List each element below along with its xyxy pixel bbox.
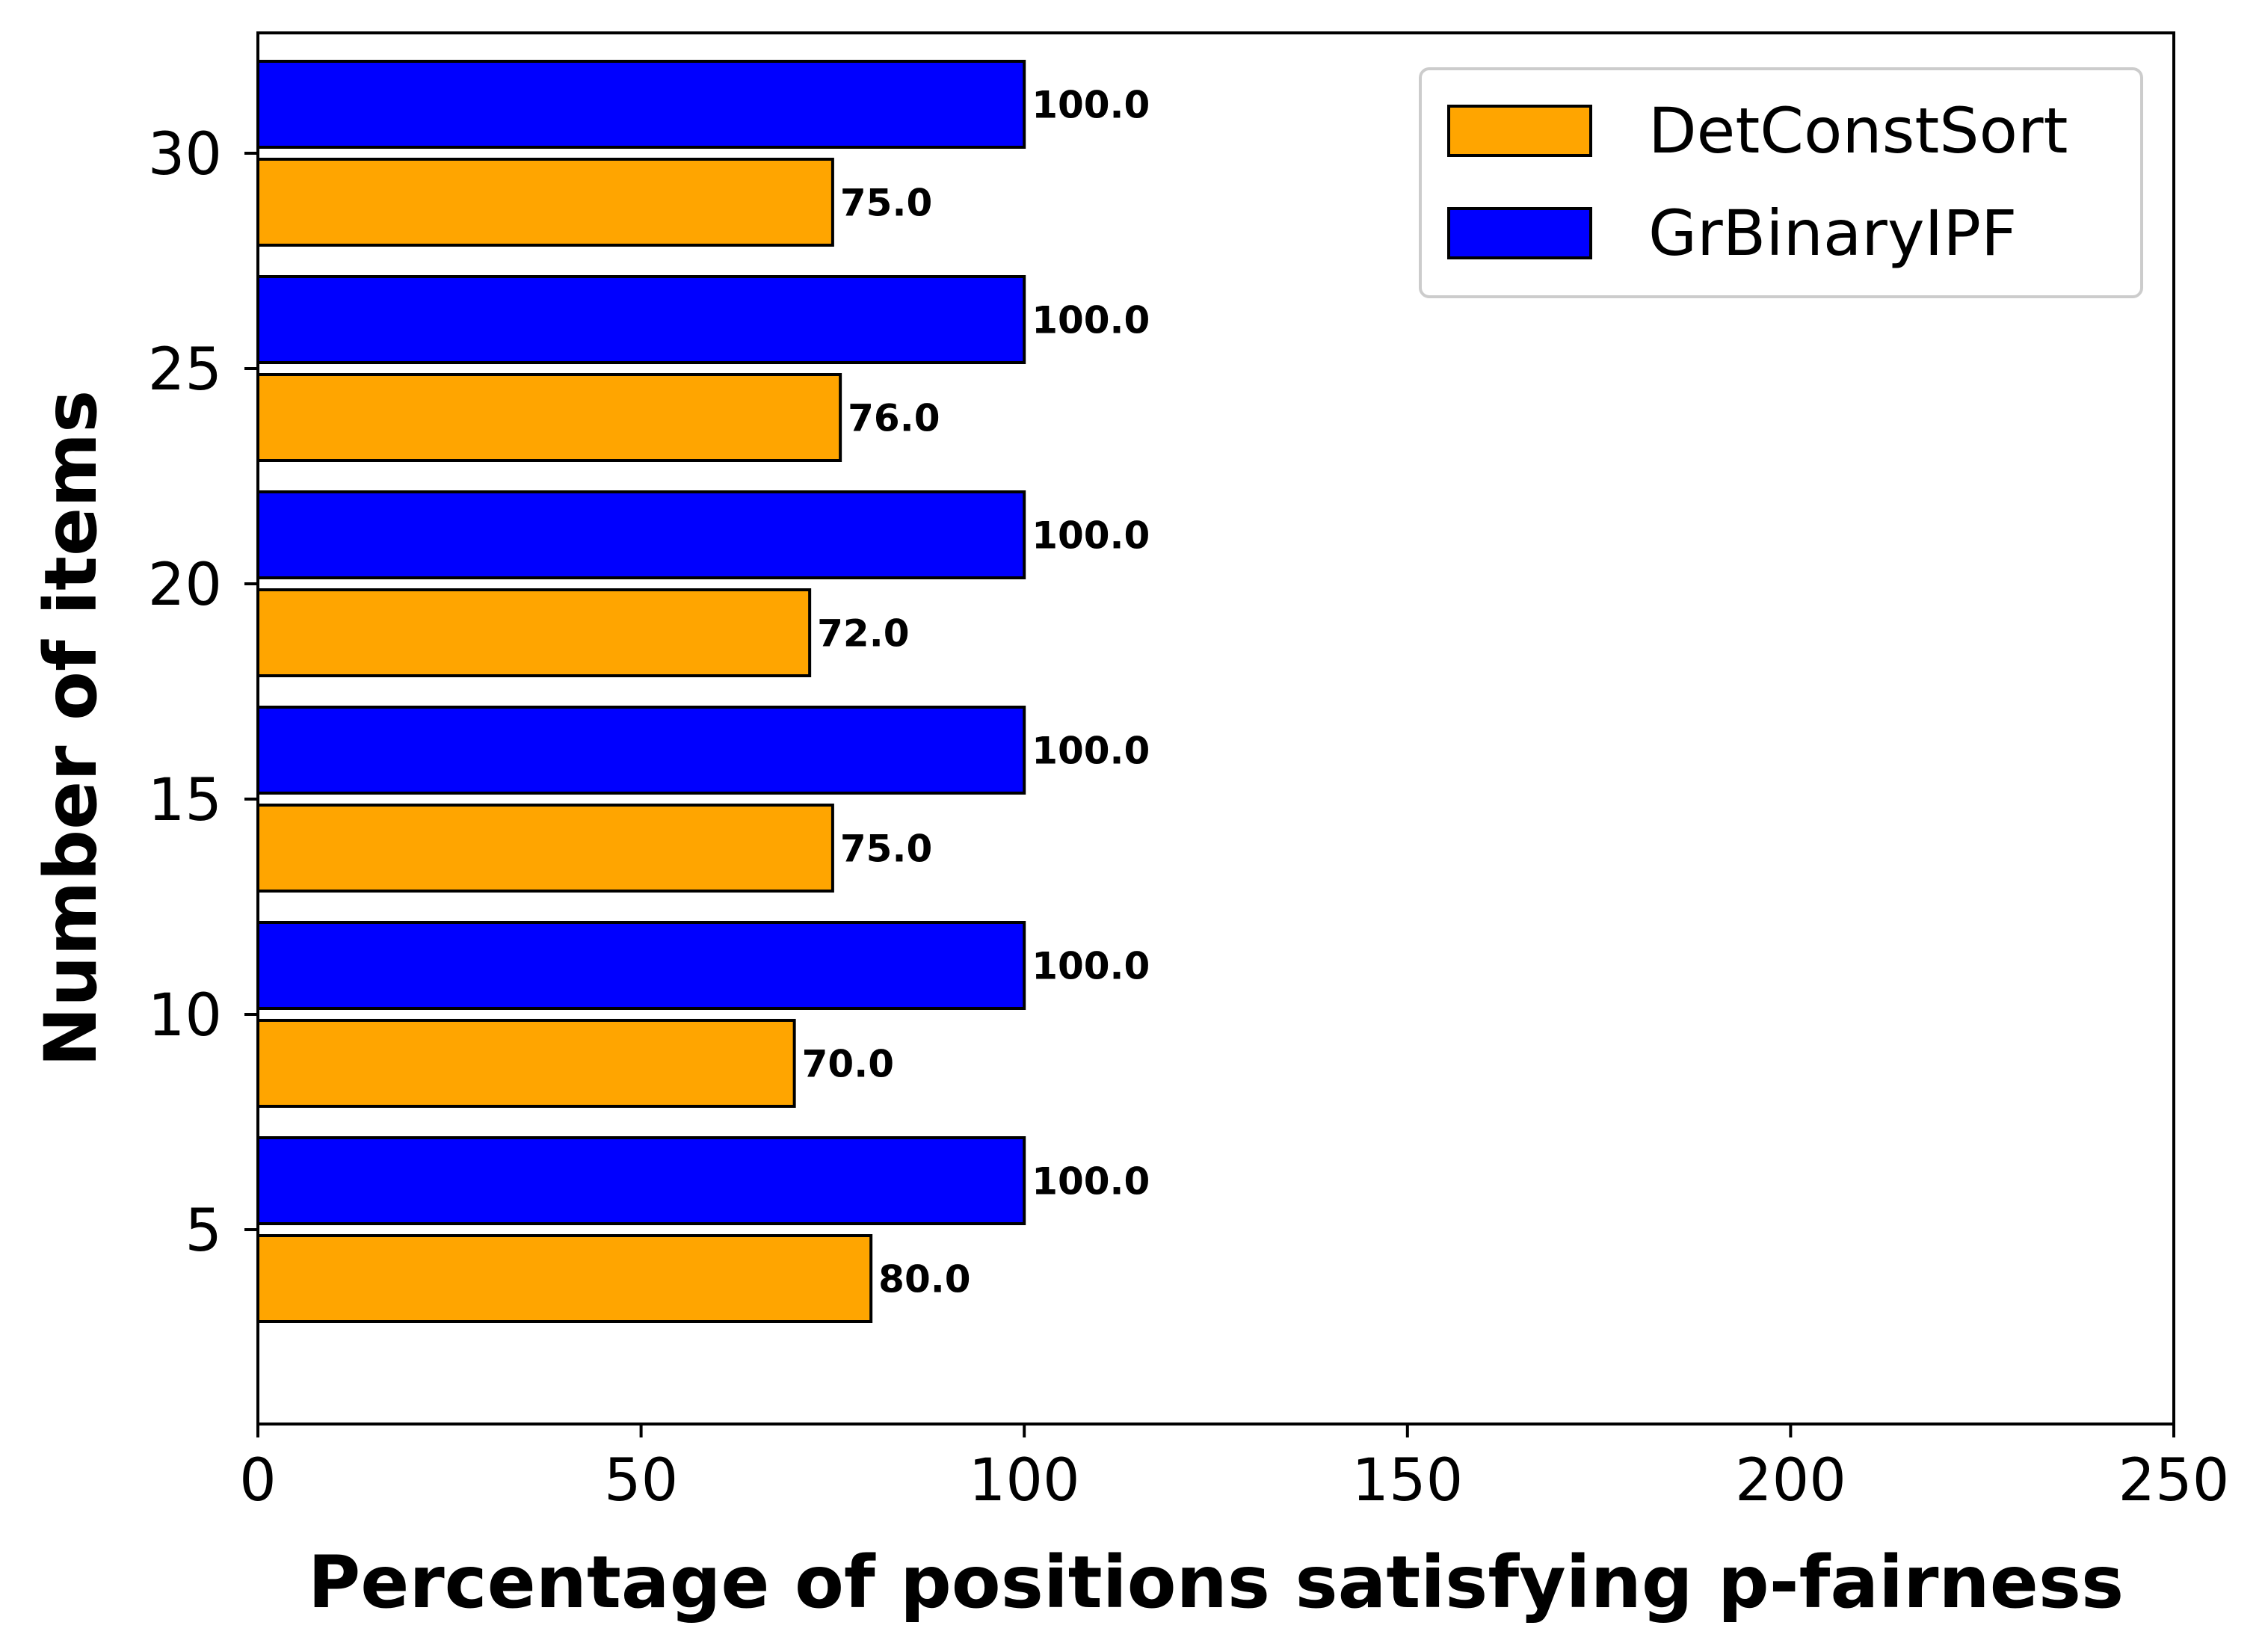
x-tick-label: 250 (2118, 1447, 2230, 1514)
y-tick-label: 25 (148, 336, 222, 404)
bar-grbinaryipf-30 (256, 60, 1026, 149)
value-label-grbinaryipf-15: 100.0 (1032, 730, 1150, 773)
value-label-grbinaryipf-10: 100.0 (1032, 945, 1150, 988)
y-tick-label: 5 (185, 1198, 222, 1265)
value-labels-layer: 100.0 80.0 100.0 70.0 100.0 75.0 100.0 72.0 100.… (802, 84, 1150, 1301)
x-tick-label: 200 (1735, 1447, 1846, 1514)
bar-detconstsort-25 (256, 373, 842, 462)
x-axis-ticks: 0 50 100 150 200 250 (239, 1424, 2229, 1514)
bar-detconstsort-15 (256, 804, 834, 893)
bar-grbinaryipf-20 (256, 490, 1026, 579)
bar-detconstsort-30 (256, 158, 834, 247)
bar-grbinaryipf-10 (256, 921, 1026, 1010)
y-tick-label: 30 (148, 121, 222, 188)
value-label-grbinaryipf-30: 100.0 (1032, 84, 1150, 127)
value-label-detconstsort-25: 76.0 (848, 397, 940, 440)
legend-label-detconstsort: DetConstSort (1648, 94, 2068, 167)
plot-frame (256, 31, 2175, 1426)
bar-detconstsort-5 (256, 1234, 873, 1323)
bar-grbinaryipf-5 (256, 1136, 1026, 1225)
y-tick-label: 20 (148, 552, 222, 619)
y-tick-label: 15 (148, 767, 222, 834)
legend-label-grbinaryipf: GrBinaryIPF (1648, 197, 2017, 270)
value-label-grbinaryipf-25: 100.0 (1032, 299, 1150, 342)
value-label-detconstsort-30: 75.0 (840, 182, 932, 225)
legend-box (1419, 67, 2143, 298)
value-label-detconstsort-5: 80.0 (878, 1258, 970, 1301)
x-tick-label: 0 (239, 1447, 277, 1514)
bar-detconstsort-10 (256, 1019, 796, 1108)
x-tick-label: 50 (604, 1447, 678, 1514)
legend-swatch-detconstsort (1447, 105, 1592, 157)
bar-grbinaryipf-25 (256, 275, 1026, 364)
bar-grbinaryipf-15 (256, 706, 1026, 795)
bars-layer (256, 60, 1026, 1323)
value-label-grbinaryipf-20: 100.0 (1032, 514, 1150, 558)
y-tick-label: 10 (148, 982, 222, 1050)
y-axis-ticks: 5 10 15 20 25 30 (148, 121, 258, 1265)
x-axis-title: Percentage of positions satisfying p-fai… (308, 1541, 2124, 1624)
value-label-detconstsort-15: 75.0 (840, 827, 932, 871)
bar-detconstsort-20 (256, 588, 812, 677)
value-label-detconstsort-10: 70.0 (802, 1043, 894, 1086)
x-tick-label: 100 (969, 1447, 1080, 1514)
value-label-grbinaryipf-5: 100.0 (1032, 1160, 1150, 1203)
x-tick-label: 150 (1352, 1447, 1463, 1514)
legend: DetConstSort GrBinaryIPF (1419, 67, 2143, 298)
y-axis-title: Number of items (29, 390, 113, 1067)
value-label-detconstsort-20: 72.0 (817, 612, 909, 656)
legend-swatch-grbinaryipf (1447, 207, 1592, 259)
